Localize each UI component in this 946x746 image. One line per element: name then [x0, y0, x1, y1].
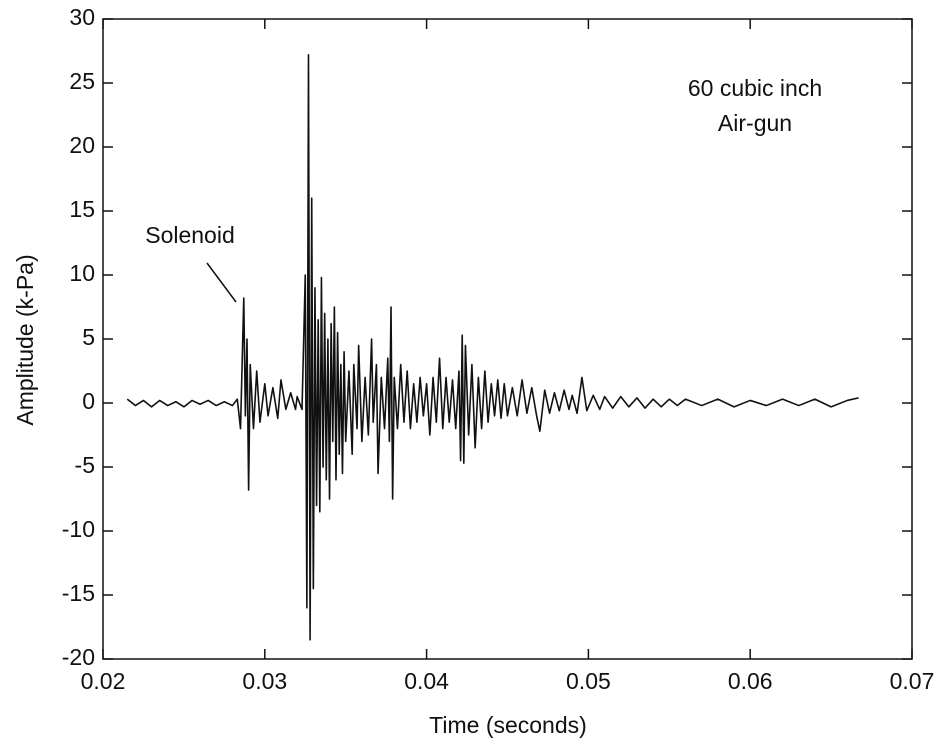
y-tick-label: 30 — [69, 4, 95, 30]
y-tick-label: 25 — [69, 68, 95, 94]
y-tick-label: 15 — [69, 196, 95, 222]
y-tick-label: -10 — [62, 516, 95, 542]
x-tick-label: 0.04 — [404, 668, 449, 694]
x-tick-label: 0.06 — [728, 668, 773, 694]
x-axis-title: Time (seconds) — [429, 712, 587, 738]
y-tick-label: 5 — [82, 324, 95, 350]
y-tick-label: -20 — [62, 644, 95, 670]
x-tick-label: 0.03 — [242, 668, 287, 694]
annotation: 60 cubic inch — [688, 75, 822, 101]
y-axis-title: Amplitude (k-Pa) — [12, 254, 38, 425]
x-tick-label: 0.05 — [566, 668, 611, 694]
y-tick-label: 0 — [82, 388, 95, 414]
x-tick-label: 0.02 — [81, 668, 126, 694]
y-tick-label: -15 — [62, 580, 95, 606]
annotation: Air-gun — [718, 110, 792, 136]
x-tick-label: 0.07 — [890, 668, 935, 694]
annotation-pointer — [206, 262, 237, 303]
y-tick-label: -5 — [75, 452, 95, 478]
waveform-line — [126, 54, 859, 641]
y-tick-label: 10 — [69, 260, 95, 286]
y-tick-label: 20 — [69, 132, 95, 158]
annotation: Solenoid — [145, 222, 235, 248]
